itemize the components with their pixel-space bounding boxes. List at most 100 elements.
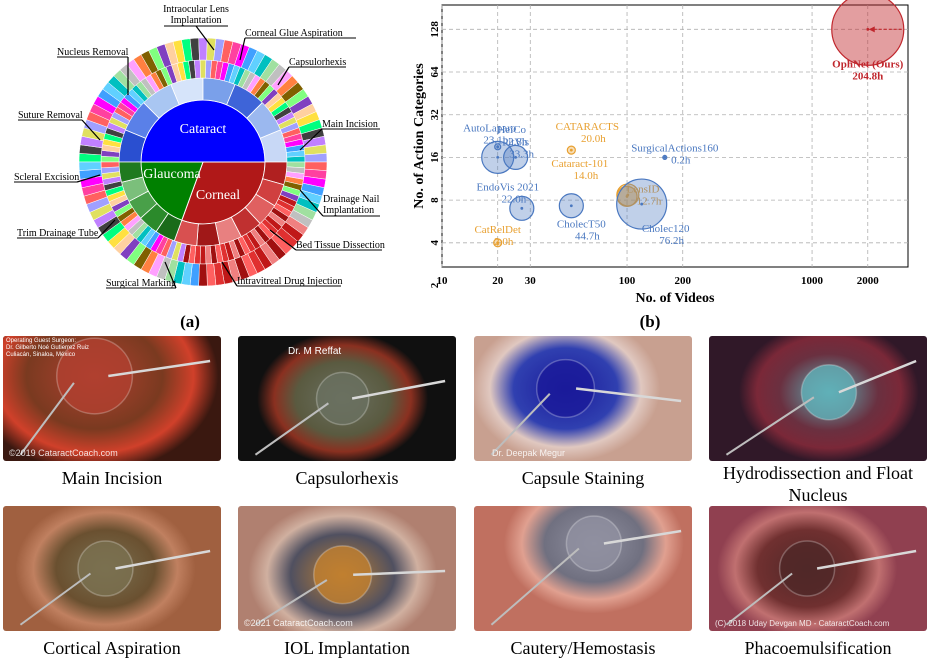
x-axis-label: No. of Videos — [636, 291, 716, 306]
frame-watermark: ©2019 CataractCoach.com — [9, 448, 118, 458]
callout-leader — [299, 189, 324, 217]
bubble-label: PitVis — [502, 136, 529, 148]
callout-leader — [97, 219, 116, 239]
frame-overlay-text: Operating Guest Surgeon: — [6, 338, 77, 344]
callout-label: Scleral Excision — [14, 172, 79, 183]
sunburst-callouts: Intraocular Lens Implantation Corneal Glue… — [14, 4, 385, 289]
bubble-hours: 76.2h — [659, 235, 684, 247]
frame-caption: Cortical Aspiration — [43, 638, 181, 658]
y-tick-label: 8 — [429, 197, 441, 203]
bubble-center — [640, 202, 644, 206]
panel-b-label: (b) — [640, 312, 661, 331]
callout-leader — [269, 229, 297, 251]
surgery-frame — [474, 506, 692, 631]
bubble-center — [569, 148, 573, 152]
frame-caption: Capsulorhexis — [295, 468, 399, 488]
bubble-label: OphNet (Ours) — [832, 58, 904, 70]
bubble-hours: 20.0h — [581, 133, 606, 145]
bubble-center — [514, 156, 518, 159]
callout-label: Corneal Glue Aspiration — [245, 28, 343, 39]
callout-leader — [277, 66, 290, 86]
sunburst-label-corneal: Corneal — [196, 188, 240, 203]
bubble-label: LensID — [627, 183, 660, 195]
surgery-frame — [709, 336, 927, 461]
bubble-center — [569, 204, 573, 208]
x-tick-label: 10 — [437, 275, 449, 287]
callout-label: Surgical Marking — [106, 278, 176, 289]
callout-leader — [239, 37, 246, 61]
bubble-label: EndoVis 2021 — [477, 181, 540, 193]
sunburst-outer-segment — [100, 161, 120, 169]
bubble-hours: 14.0h — [573, 170, 598, 182]
callout-label: Trim Drainage Tube — [17, 228, 99, 239]
bubble-label: HeiCo — [497, 124, 526, 136]
bubble-center — [496, 156, 500, 159]
bubble-label: AutoLaparo — [463, 122, 517, 134]
callout-label: Nucleus Removal — [57, 47, 129, 58]
bubble-hours: 2.0h — [494, 236, 514, 248]
sunburst-outer-segment — [199, 245, 207, 265]
surgery-frame — [3, 506, 221, 631]
frame-caption: Capsule Staining — [521, 468, 645, 488]
x-tick-label: 1000 — [801, 275, 824, 287]
callout-leader — [81, 119, 101, 141]
grid-lines — [441, 5, 908, 267]
bubble-label: Cataract-101 — [551, 158, 608, 170]
bubble-hours: 2.8h — [508, 136, 528, 148]
bubble-label: CATARACTS — [556, 121, 619, 133]
bubble-hours: 204.8h — [852, 70, 883, 82]
bubble-center — [496, 241, 500, 245]
sunburst-outer-segment — [286, 155, 306, 163]
x-tick-labels: 10 20 30 100 200 1000 2000 — [437, 275, 880, 287]
surgery-frame: (C) 2018 Uday Devgan MD - CataractCoach.… — [709, 506, 927, 631]
bubble-center — [663, 156, 667, 159]
frame-watermark: ©2021 CataractCoach.com — [244, 618, 353, 628]
x-tick-label: 100 — [619, 275, 636, 287]
sunburst-outer-segment — [304, 153, 328, 163]
callout-label: Intraocular Lens Implantation — [163, 4, 229, 26]
sunburst-outer-segment — [198, 263, 208, 287]
surgery-frame: Dr. M Reffat — [238, 336, 456, 461]
frame-caption: Main Incision — [61, 468, 163, 488]
frame-watermark: (C) 2018 Uday Devgan MD - CataractCoach.… — [715, 619, 890, 628]
plot-frame — [441, 4, 909, 268]
callout-label: Capsulorhexis — [289, 57, 346, 68]
callout-leader — [221, 261, 238, 287]
frame-overlay-text: Dr. M Reffat — [288, 346, 342, 357]
y-tick-labels: 2 4 8 16 32 64 128 — [429, 21, 441, 289]
sunburst-ring2-segment — [196, 222, 221, 247]
frame-caption: Hydrodissection and Float Nucleus — [723, 463, 913, 505]
sunburst-outer-segment — [198, 37, 208, 61]
bubble-hours: 23.1h — [483, 134, 508, 146]
scatter-chart: 10 20 30 100 200 1000 2000 2 4 8 16 32 64 128 OphNet… — [412, 0, 909, 306]
x-tick-label: 30 — [525, 275, 537, 287]
callout-label: Intravitreal Drug Injection — [237, 276, 343, 287]
bubble-label: Cholec120 — [642, 223, 690, 235]
x-tick-label: 2000 — [857, 275, 880, 287]
surgery-frame: Operating Guest Surgeon: Dr. Gilberto Noé… — [3, 336, 221, 461]
frame-watermark: Dr. Deepak Megur — [492, 448, 566, 458]
bubble-center — [520, 206, 524, 210]
bubble-label: SurgicalActions160 — [631, 142, 719, 154]
bubble — [831, 0, 905, 66]
sunburst-outer-segment — [78, 161, 102, 171]
bubble-label: CatRelDet — [474, 224, 520, 236]
frame-caption: Phacoemulsification — [744, 638, 892, 658]
y-tick-label: 16 — [429, 151, 441, 163]
bubble-center — [866, 27, 870, 31]
callout-leader — [76, 174, 101, 183]
callout-leader — [195, 25, 215, 51]
bubble-hours: 44.7h — [575, 231, 600, 243]
callout-leader — [299, 128, 323, 151]
bubble-label: CholecT50 — [557, 219, 606, 231]
x-tick-label: 200 — [674, 275, 691, 287]
figure-top: Intraocular Lens Implantation Corneal Glue… — [14, 0, 909, 331]
y-tick-label: 32 — [429, 109, 441, 121]
bubble-hours: 22.0h — [501, 193, 526, 205]
surgery-frame: ©2021 CataractCoach.com — [238, 506, 456, 631]
frame-overlay-text: Culiacán, Sinaloa, México — [6, 352, 76, 358]
y-tick-label: 64 — [429, 66, 441, 78]
ophnet-arrowhead — [868, 26, 875, 33]
bubble-hours: 33.3h — [509, 148, 534, 160]
